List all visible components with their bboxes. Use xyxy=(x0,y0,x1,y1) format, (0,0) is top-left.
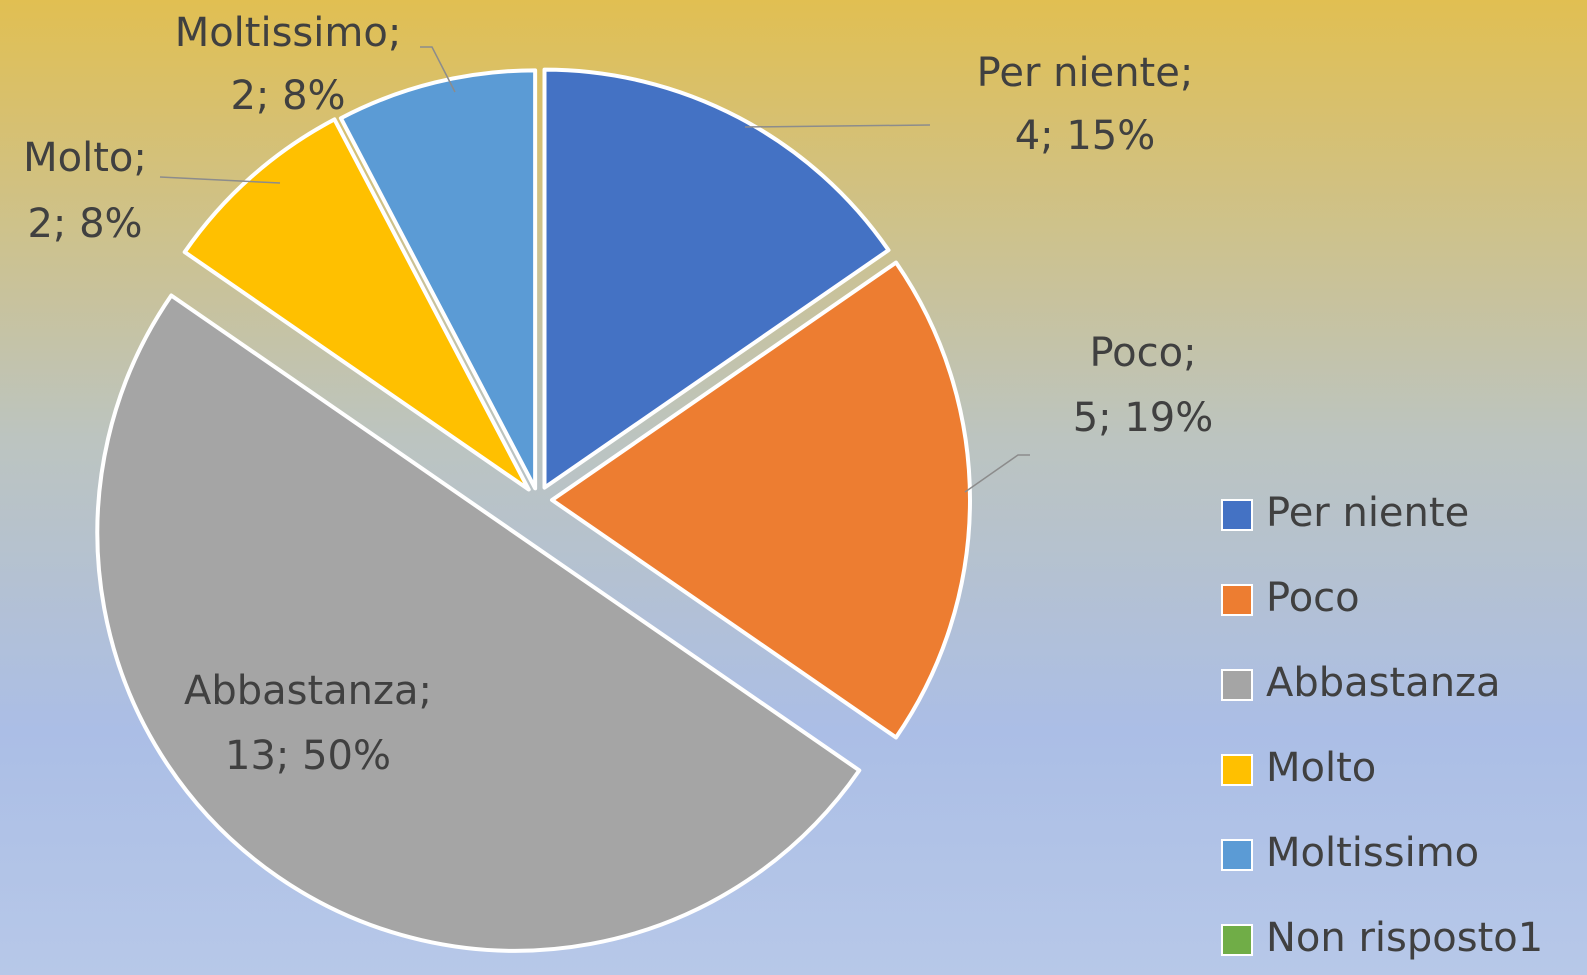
pie-slice xyxy=(95,293,862,953)
data-label-name: Moltissimo; xyxy=(175,10,402,56)
data-label-value: 4; 15% xyxy=(1015,113,1156,159)
data-label-value: 5; 19% xyxy=(1073,395,1214,441)
legend-label: Per niente xyxy=(1266,490,1469,536)
leader-line xyxy=(964,454,1030,493)
legend-swatch xyxy=(1221,839,1253,871)
data-label-name: Molto; xyxy=(23,135,147,181)
data-label-name: Per niente; xyxy=(977,50,1194,96)
pie-slice xyxy=(550,260,972,740)
data-label-value: 13; 50% xyxy=(225,733,391,779)
data-label-value: 2; 8% xyxy=(27,201,142,247)
legend-label: Abbastanza xyxy=(1266,660,1501,706)
pie-slice xyxy=(542,67,891,490)
legend-label: Moltissimo xyxy=(1266,830,1479,876)
legend-swatch xyxy=(1221,584,1253,616)
leader-line xyxy=(159,176,281,184)
leader-line xyxy=(420,46,456,93)
legend-label: Molto xyxy=(1266,745,1376,791)
legend-label: Non risposto1 xyxy=(1266,915,1543,961)
legend-swatch xyxy=(1221,499,1253,531)
pie-slice xyxy=(338,68,538,491)
legend-swatch xyxy=(1221,669,1253,701)
legend-swatch xyxy=(1221,924,1253,956)
pie-slice xyxy=(182,117,531,492)
leader-line xyxy=(744,124,931,128)
legend-swatch xyxy=(1221,754,1253,786)
data-label-name: Abbastanza; xyxy=(184,668,432,714)
data-label-name: Poco; xyxy=(1089,330,1196,376)
data-label-value: 2; 8% xyxy=(230,73,345,119)
legend-label: Poco xyxy=(1266,575,1360,621)
